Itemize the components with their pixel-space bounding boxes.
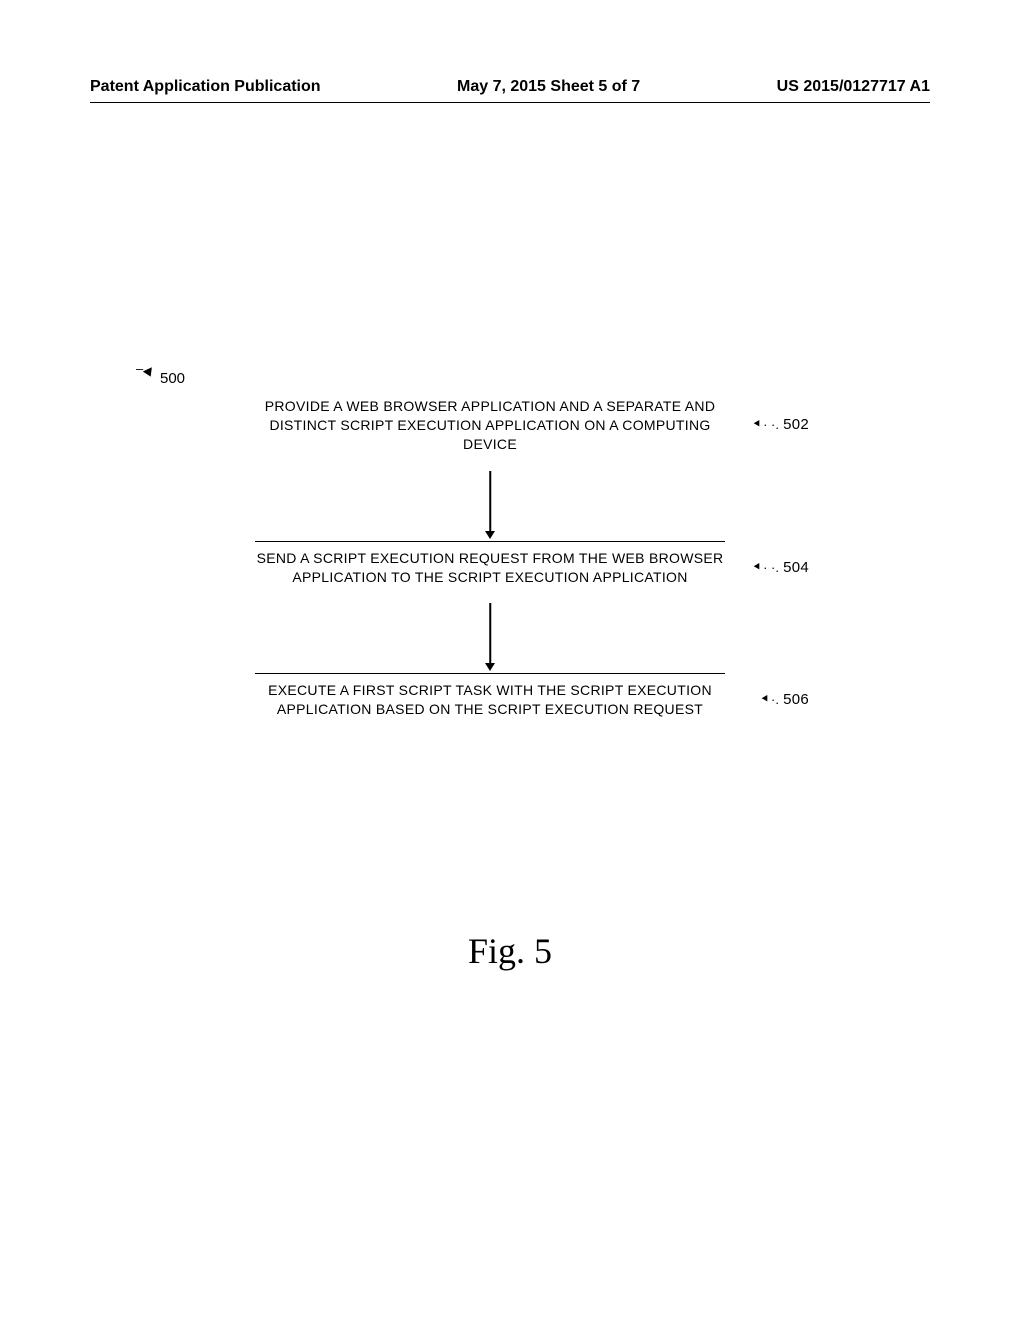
patent-page: Patent Application Publication May 7, 20…	[0, 0, 1020, 1320]
edge-line	[489, 603, 491, 663]
node-506-leader: ·.	[771, 692, 779, 710]
flowchart-edge-504-506	[255, 593, 725, 673]
flowchart-ref-label: 500 – .	[160, 370, 185, 387]
ref-500-text: 500	[160, 370, 185, 387]
edge-line	[489, 471, 491, 531]
header-left: Patent Application Publication	[90, 78, 321, 96]
node-504-leader: · ·.	[763, 559, 779, 577]
flowchart-node-502: PROVIDE A WEB BROWSER APPLICATION AND A …	[248, 390, 732, 461]
node-506-ref: 506	[783, 690, 809, 710]
flowchart-node-504: SEND A SCRIPT EXECUTION REQUEST FROM THE…	[248, 542, 732, 594]
header-rule	[90, 102, 930, 103]
flowchart-node-506: EXECUTE A FIRST SCRIPT TASK WITH THE SCR…	[248, 674, 732, 726]
header-right: US 2015/0127717 A1	[777, 78, 930, 96]
arrowhead-down-icon	[485, 663, 495, 671]
header-center: May 7, 2015 Sheet 5 of 7	[457, 78, 640, 96]
node-502-leader: · ·.	[763, 417, 779, 435]
node-504-text: SEND A SCRIPT EXECUTION REQUEST FROM THE…	[257, 550, 724, 585]
page-header: Patent Application Publication May 7, 20…	[90, 78, 930, 96]
node-504-ref: 504	[783, 557, 809, 577]
node-506-text: EXECUTE A FIRST SCRIPT TASK WITH THE SCR…	[268, 682, 712, 717]
node-502-text: PROVIDE A WEB BROWSER APPLICATION AND A …	[265, 398, 716, 452]
node-502-ref: 502	[783, 415, 809, 435]
flowchart-edge-502-504	[255, 461, 725, 541]
flowchart: 500 – . PROVIDE A WEB BROWSER APPLICATIO…	[210, 390, 770, 726]
figure-caption: Fig. 5	[0, 930, 1020, 972]
arrowhead-down-icon	[485, 531, 495, 539]
